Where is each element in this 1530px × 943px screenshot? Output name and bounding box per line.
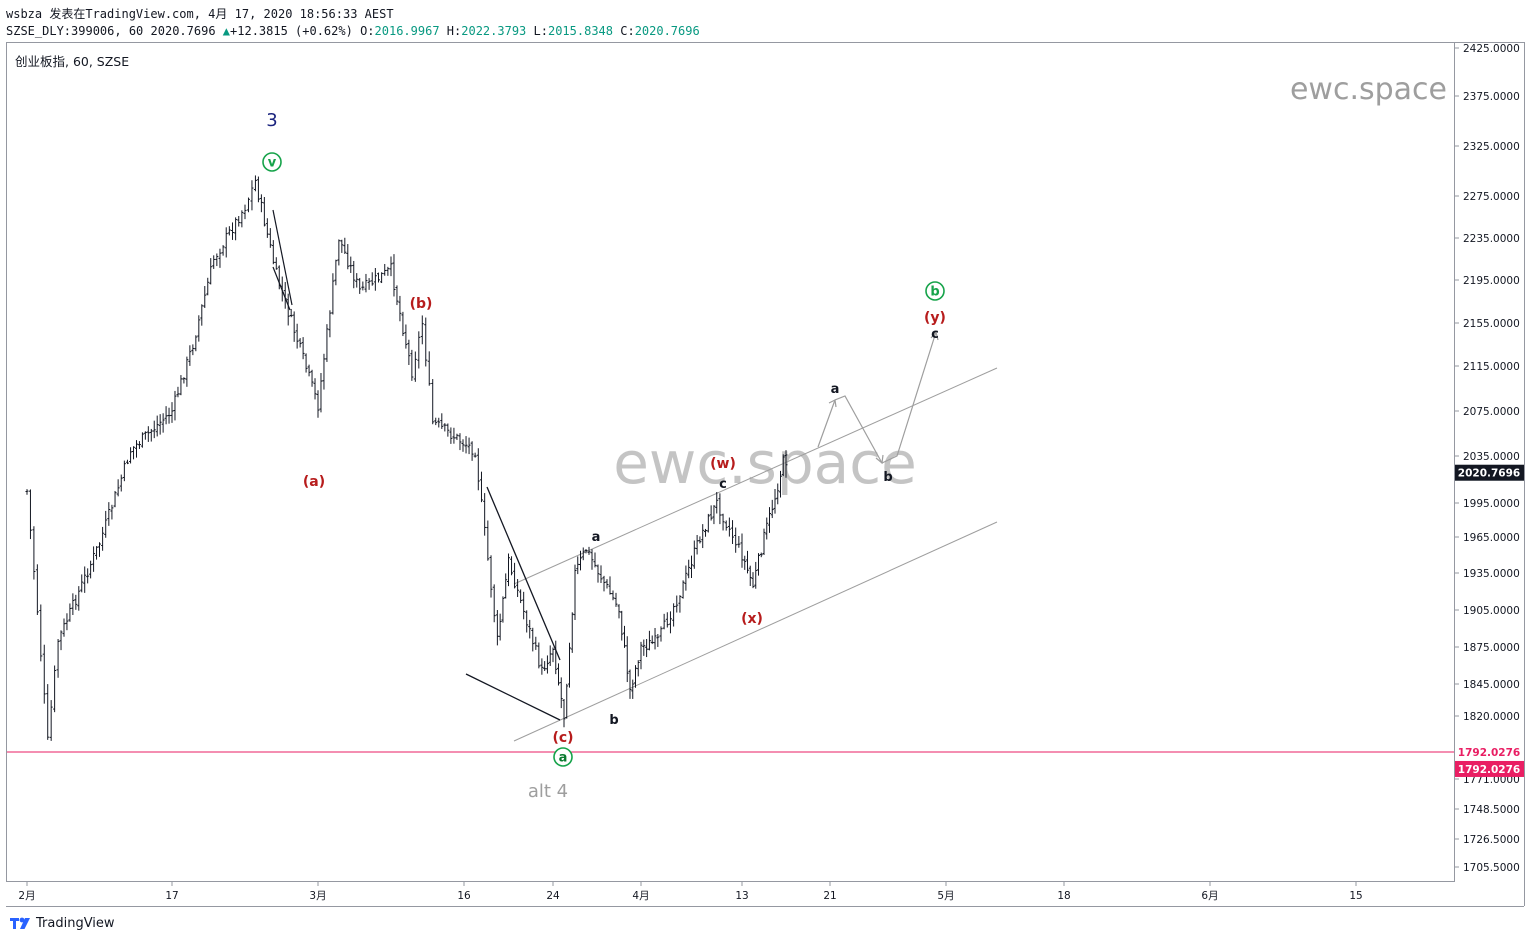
- time-axis[interactable]: 2月 17 3月 16 24 4月 13 21 5月 18 6月 15: [18, 881, 1363, 902]
- trend-channel-lines: [272, 209, 998, 742]
- horizontal-line-badge: [1455, 760, 1524, 777]
- price-tick-label: 2325.0000: [1463, 141, 1520, 153]
- open-value: 2016.9967: [374, 24, 440, 38]
- price-tick-label: 1726.5000: [1463, 834, 1520, 846]
- price-tick-label: 1995.0000: [1463, 498, 1520, 510]
- low-value: 2015.8348: [547, 24, 613, 38]
- time-tick-label: 15: [1349, 890, 1362, 902]
- symbol-ohlc-line: SZSE_DLY:399006, 60 2020.7696 ▲+12.3815 …: [6, 24, 700, 38]
- price-change: +12.3815 (+0.62%): [230, 24, 353, 38]
- time-tick-label: 21: [823, 890, 836, 902]
- time-tick-label: 17: [165, 890, 178, 902]
- wedge-top-line-2: [272, 266, 291, 311]
- wave-circle-marker: [925, 281, 945, 301]
- wave-label: a: [831, 382, 840, 397]
- price-tick-label: 1875.0000: [1463, 642, 1520, 654]
- tradingview-footer[interactable]: TradingView: [8, 915, 115, 931]
- price-tick-label: 2275.0000: [1463, 191, 1520, 203]
- wave-label: (a): [303, 474, 325, 490]
- wave-circle-marker: [553, 747, 573, 767]
- publish-info: wsbza 发表在TradingView.com, 4月 17, 2020 18…: [6, 7, 394, 21]
- price-axis[interactable]: 2425.0000 2375.0000 2325.0000 2275.0000 2235…: [1454, 43, 1524, 874]
- change-arrow-icon: ▲: [222, 24, 231, 38]
- wave-circle-marker: [262, 152, 282, 172]
- price-tick-label: 2035.0000: [1463, 451, 1520, 463]
- price-tick-label: 1820.0000: [1463, 711, 1520, 723]
- watermark-small: ewc.space: [1290, 72, 1447, 107]
- price-tick-label: 1965.0000: [1463, 532, 1520, 544]
- time-tick-label: 5月: [937, 890, 954, 902]
- wave-label: (y): [924, 310, 946, 326]
- horizontal-line-axis-label: 1792.0276: [1458, 747, 1520, 759]
- time-tick-label: 2月: [18, 890, 35, 902]
- upper-channel-line: [513, 367, 998, 585]
- symbol-label: SZSE_DLY:399006, 60: [6, 24, 144, 38]
- wave-label: b: [609, 713, 618, 728]
- wedge-top-line-1: [272, 209, 293, 306]
- time-tick-label: 16: [457, 890, 471, 902]
- time-tick-label: 4月: [632, 890, 649, 902]
- watermark-big: ewc.space: [613, 429, 917, 497]
- projection-arrow-a: [828, 399, 837, 408]
- horizontal-line-axis-label-bg: [1455, 742, 1524, 759]
- chart-pane[interactable]: [6, 42, 1455, 882]
- close-value: 2020.7696: [634, 24, 700, 38]
- price-tick-label: 2425.0000: [1463, 43, 1520, 55]
- wave-label: (b): [410, 296, 433, 312]
- wave-label: a: [559, 751, 568, 766]
- last-price: 2020.7696: [150, 24, 216, 38]
- price-tick-label: 2235.0000: [1463, 233, 1520, 245]
- high-value: 2022.3793: [461, 24, 527, 38]
- pane-title: 创业板指, 60, SZSE: [15, 54, 129, 69]
- price-tick-label: 1905.0000: [1463, 605, 1520, 617]
- time-tick-label: 6月: [1201, 890, 1218, 902]
- price-tick-label: 2155.0000: [1463, 318, 1520, 330]
- wave-label: c: [931, 327, 939, 342]
- price-tick-label: 2075.0000: [1463, 406, 1520, 418]
- price-tick-label: 1705.5000: [1463, 862, 1520, 874]
- lower-channel-line: [513, 521, 998, 742]
- horizontal-line-badge-label: 1792.0276: [1458, 764, 1520, 776]
- price-tick-label: 1748.5000: [1463, 804, 1520, 816]
- wave-label: alt 4: [528, 781, 568, 802]
- time-tick-label: 24: [546, 890, 560, 902]
- last-price-badge-label: 2020.7696: [1458, 468, 1520, 480]
- time-tick-label: 3月: [309, 890, 326, 902]
- wave-label: b: [930, 285, 939, 300]
- price-tick-label: 2195.0000: [1463, 275, 1520, 287]
- footer-brand: TradingView: [36, 915, 115, 931]
- wedge-lower-line: [465, 673, 561, 721]
- projection-arrow-c: [930, 330, 939, 341]
- price-tick-label: 1771.0000: [1463, 774, 1520, 786]
- wave-label: (x): [741, 611, 763, 627]
- wave-label: v: [268, 156, 277, 171]
- projection-path: [817, 331, 937, 464]
- price-tick-label: 2115.0000: [1463, 361, 1520, 373]
- wedge-upper-line: [486, 486, 561, 661]
- wave-label: c: [719, 477, 727, 492]
- wave-label: b: [883, 470, 892, 485]
- ohlc-bars: [25, 175, 788, 741]
- price-tick-label: 1845.0000: [1463, 679, 1520, 691]
- wave-label: (w): [710, 456, 736, 472]
- wave-label: a: [592, 530, 601, 545]
- price-tick-label: 1935.0000: [1463, 568, 1520, 580]
- time-tick-label: 13: [735, 890, 748, 902]
- last-price-badge: [1455, 464, 1524, 481]
- price-tick-label: 2375.0000: [1463, 91, 1520, 103]
- projection-arrow-b: [875, 454, 884, 465]
- time-tick-label: 18: [1057, 890, 1070, 902]
- wave-label: (c): [552, 730, 573, 746]
- tradingview-logo-icon: [10, 917, 30, 929]
- wave-label: 3: [266, 110, 277, 131]
